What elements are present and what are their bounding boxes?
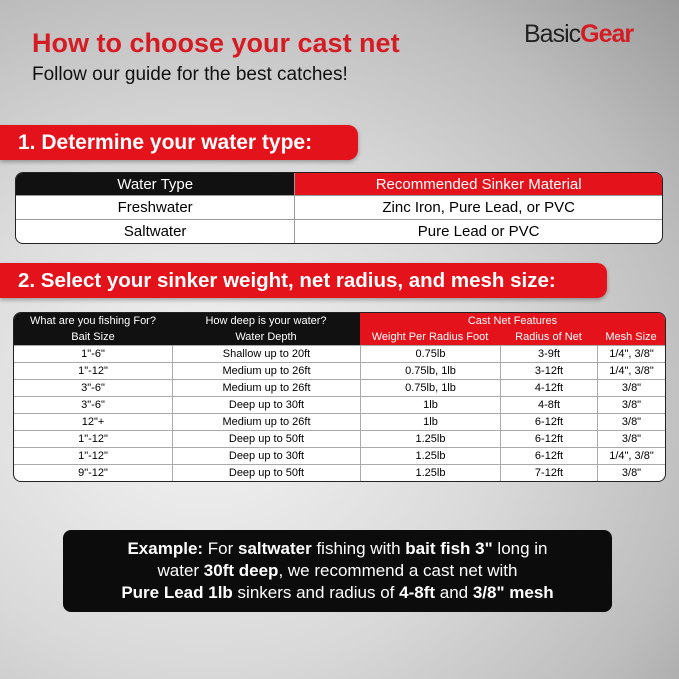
table-row: 1"-12" Deep up to 30ft 1.25lb 6-12ft 1/4", 3… — [14, 447, 665, 464]
table-cell: 1/4", 3/8" — [597, 447, 665, 464]
table-cell: Shallow up to 20ft — [172, 345, 360, 362]
table-row: 1"-12" Deep up to 50ft 1.25lb 6-12ft 3/8" — [14, 430, 665, 447]
table-row: Saltwater Pure Lead or PVC — [16, 219, 662, 243]
group-header: What are you fishing For? — [14, 313, 172, 329]
table-cell: 3"-6" — [14, 379, 172, 396]
table-cell: Deep up to 50ft — [172, 430, 360, 447]
table-cell: 0.75lb, 1lb — [360, 379, 500, 396]
column-header: Mesh Size — [597, 329, 665, 345]
column-header: Radius of Net — [500, 329, 597, 345]
header-row: Bait Size Water Depth Weight Per Radius Fo… — [14, 329, 665, 345]
table-cell: Deep up to 50ft — [172, 464, 360, 481]
table-row: Freshwater Zinc Iron, Pure Lead, or PVC — [16, 195, 662, 219]
column-header: Bait Size — [14, 329, 172, 345]
table-row: 9"-12" Deep up to 50ft 1.25lb 7-12ft 3/8" — [14, 464, 665, 481]
logo-part: Gear — [580, 20, 634, 48]
table-cell: Saltwater — [16, 219, 295, 243]
table-cell: Pure Lead or PVC — [294, 219, 662, 243]
example-text: Example: — [127, 539, 204, 558]
table-cell: 3/8" — [597, 396, 665, 413]
table-cell: Freshwater — [16, 195, 295, 219]
header-row: Water Type Recommended Sinker Material — [16, 173, 662, 195]
column-header: Water Depth — [172, 329, 360, 345]
example-text: 3/8" mesh — [472, 583, 554, 602]
section-heading: 2. Select your sinker weight, net radius… — [0, 263, 607, 298]
table-cell: 0.75lb — [360, 345, 500, 362]
table-cell: 1"-12" — [14, 447, 172, 464]
table-cell: 0.75lb, 1lb — [360, 362, 500, 379]
table-cell: Medium up to 26ft — [172, 362, 360, 379]
table-cell: Deep up to 30ft — [172, 447, 360, 464]
table-cell: 6-12ft — [500, 413, 597, 430]
example-line: Example: For saltwater fishing with bait… — [63, 538, 612, 560]
example-text: , we recommend a cast net with — [278, 561, 518, 580]
table-cell: 3-9ft — [500, 345, 597, 362]
table-cell: 3/8" — [597, 379, 665, 396]
table-row: 12"+ Medium up to 26ft 1lb 6-12ft 3/8" — [14, 413, 665, 430]
example-text: water — [157, 561, 204, 580]
example-box: Example: For saltwater fishing with bait… — [63, 530, 612, 612]
table-cell: 3"-6" — [14, 396, 172, 413]
example-text: For — [203, 539, 239, 558]
example-text: and — [435, 583, 473, 602]
table-cell: Zinc Iron, Pure Lead, or PVC — [294, 195, 662, 219]
table-cell: Medium up to 26ft — [172, 379, 360, 396]
table-cell: 1.25lb — [360, 447, 500, 464]
group-header: Cast Net Features — [360, 313, 665, 329]
table-row: 3"-6" Deep up to 30ft 1lb 4-8ft 3/8" — [14, 396, 665, 413]
table-cell: 6-12ft — [500, 430, 597, 447]
example-line: Pure Lead 1lb sinkers and radius of 4-8f… — [63, 582, 612, 604]
title: How to choose your cast net — [32, 28, 400, 58]
table-cell: 7-12ft — [500, 464, 597, 481]
column-header: Recommended Sinker Material — [294, 173, 662, 195]
table-cell: Deep up to 30ft — [172, 396, 360, 413]
table-row: 3"-6" Medium up to 26ft 0.75lb, 1lb 4-12ft 3… — [14, 379, 665, 396]
column-header: Water Type — [16, 173, 295, 195]
example-text: fishing with — [311, 539, 406, 558]
example-text: sinkers and radius of — [232, 583, 400, 602]
logo: BasicGear — [524, 20, 634, 49]
logo-part: Basic — [524, 20, 581, 48]
table-cell: 3-12ft — [500, 362, 597, 379]
table-cell: 3/8" — [597, 430, 665, 447]
sinker-table: What are you fishing For? How deep is you… — [13, 312, 666, 482]
table-row: 1"-6" Shallow up to 20ft 0.75lb 3-9ft 1/4", … — [14, 345, 665, 362]
group-row: What are you fishing For? How deep is you… — [14, 313, 665, 329]
table-cell: 1.25lb — [360, 430, 500, 447]
table-cell: 1"-12" — [14, 362, 172, 379]
subtitle: Follow our guide for the best catches! — [32, 64, 348, 85]
table-cell: 6-12ft — [500, 447, 597, 464]
table-cell: 1"-12" — [14, 430, 172, 447]
example-text: 4-8ft — [399, 583, 436, 602]
table-cell: 12"+ — [14, 413, 172, 430]
table-cell: 4-12ft — [500, 379, 597, 396]
table-cell: 1lb — [360, 396, 500, 413]
column-header: Weight Per Radius Foot — [360, 329, 500, 345]
example-text: saltwater — [238, 539, 312, 558]
example-line: water 30ft deep, we recommend a cast net… — [63, 560, 612, 582]
table-cell: 3/8" — [597, 413, 665, 430]
table-cell: 1lb — [360, 413, 500, 430]
table-cell: 1/4", 3/8" — [597, 362, 665, 379]
example-text: long in — [492, 539, 548, 558]
section-heading: 1. Determine your water type: — [0, 125, 358, 160]
water-table: Water Type Recommended Sinker Material Fre… — [15, 172, 663, 244]
example-text: 30ft deep — [203, 561, 279, 580]
table-cell: 1"-6" — [14, 345, 172, 362]
table-cell: 4-8ft — [500, 396, 597, 413]
table-row: 1"-12" Medium up to 26ft 0.75lb, 1lb 3-12ft… — [14, 362, 665, 379]
table-cell: Medium up to 26ft — [172, 413, 360, 430]
table-cell: 3/8" — [597, 464, 665, 481]
table-cell: 9"-12" — [14, 464, 172, 481]
example-text: bait fish 3" — [405, 539, 493, 558]
table-cell: 1/4", 3/8" — [597, 345, 665, 362]
example-text: Pure Lead 1lb — [121, 583, 233, 602]
group-header: How deep is your water? — [172, 313, 360, 329]
table-cell: 1.25lb — [360, 464, 500, 481]
